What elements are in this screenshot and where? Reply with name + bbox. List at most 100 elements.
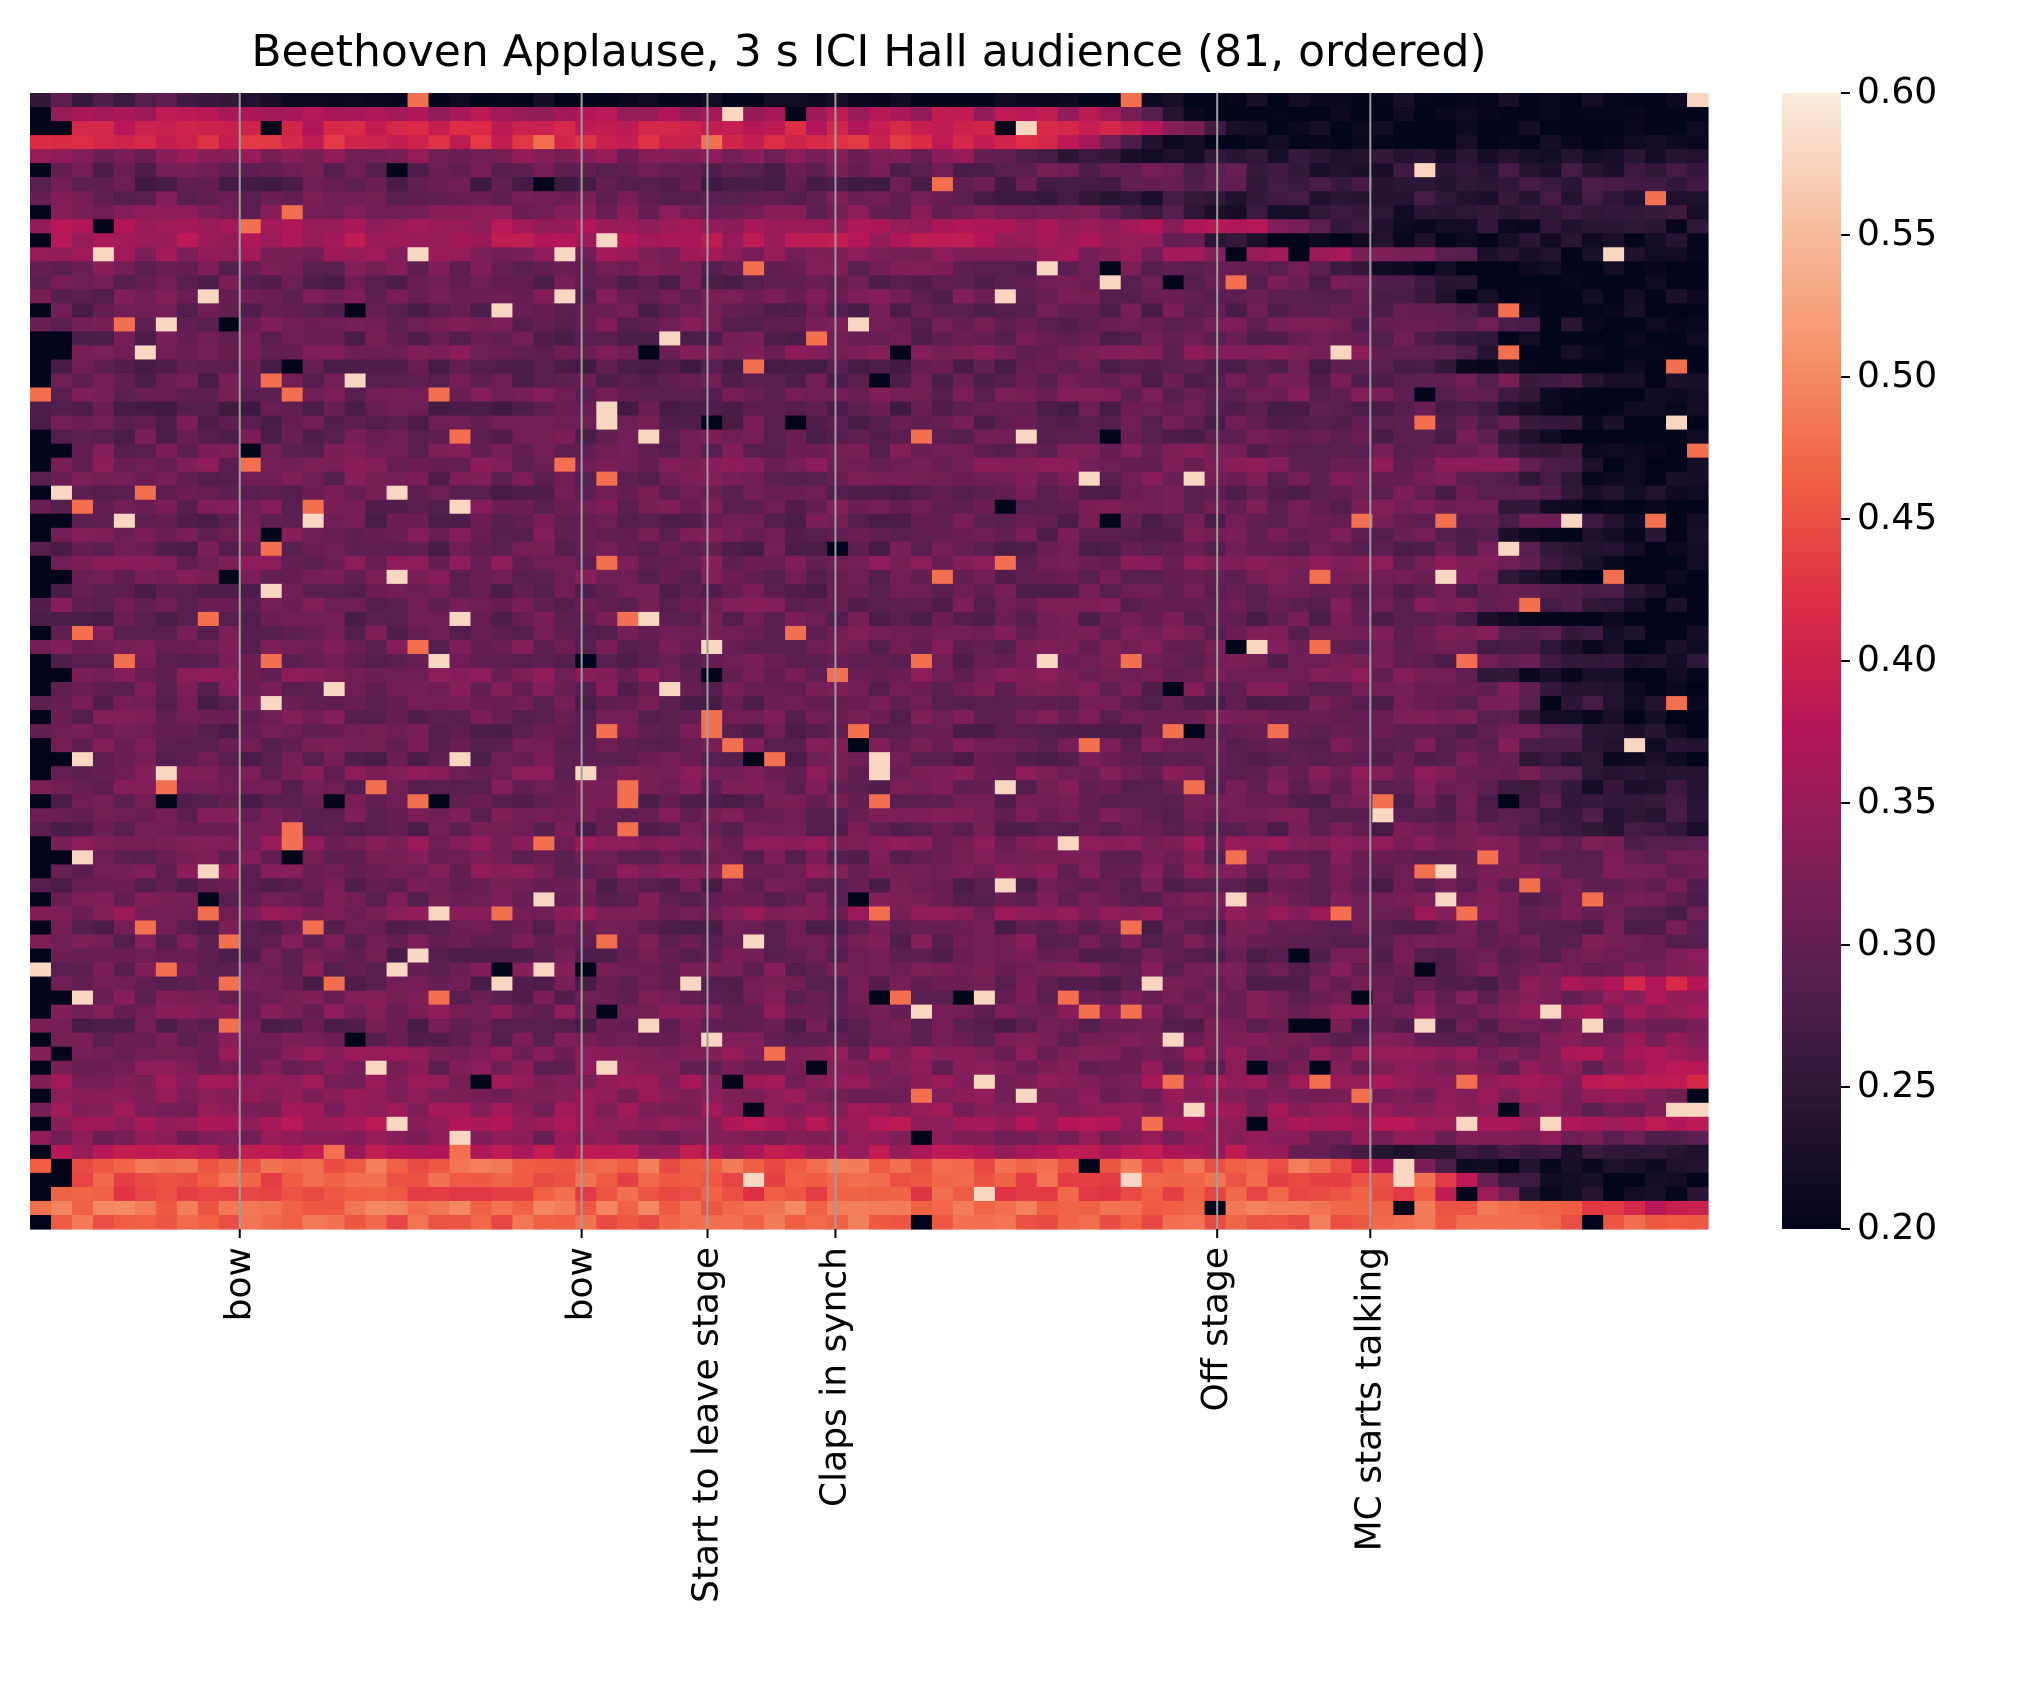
heatmap-cell: [680, 107, 702, 122]
heatmap-cell: [931, 822, 954, 837]
heatmap-cell: [1498, 611, 1520, 627]
heatmap-cell: [1120, 373, 1143, 389]
heatmap-cell: [533, 415, 555, 431]
heatmap-cell: [113, 429, 136, 445]
heatmap-cell: [1498, 247, 1520, 262]
heatmap-cell: [491, 808, 514, 823]
heatmap-cell: [1477, 261, 1499, 276]
heatmap-cell: [701, 93, 723, 108]
heatmap-cell: [1603, 149, 1625, 164]
heatmap-cell: [1120, 850, 1143, 865]
heatmap-cell: [1645, 135, 1667, 150]
heatmap-cell: [30, 331, 52, 347]
heatmap-cell: [533, 682, 555, 697]
heatmap-cell: [806, 275, 828, 290]
heatmap-cell: [1309, 541, 1332, 557]
heatmap-cell: [71, 415, 94, 431]
heatmap-cell: [1582, 163, 1604, 178]
heatmap-cell: [71, 513, 94, 529]
heatmap-cell: [302, 752, 325, 767]
heatmap-cell: [1435, 149, 1457, 164]
heatmap-cell: [1603, 710, 1625, 725]
heatmap-cell: [491, 653, 514, 669]
heatmap-cell: [806, 780, 828, 795]
heatmap-cell: [1120, 163, 1143, 178]
heatmap-cell: [596, 766, 618, 781]
heatmap-cell: [323, 541, 346, 557]
heatmap-cell: [973, 107, 996, 122]
heatmap-cell: [30, 471, 52, 487]
heatmap-cell: [365, 625, 388, 641]
heatmap-cell: [344, 948, 367, 964]
heatmap-cell: [71, 93, 94, 108]
heatmap-cell: [30, 135, 52, 150]
heatmap-cell: [994, 191, 1017, 206]
heatmap-cell: [659, 920, 681, 936]
heatmap-cell: [1120, 752, 1143, 767]
heatmap-cell: [1666, 289, 1688, 304]
heatmap-cell: [1015, 906, 1038, 922]
heatmap-cell: [1204, 289, 1227, 304]
heatmap-cell: [554, 499, 576, 515]
heatmap-cell: [1603, 780, 1625, 795]
heatmap-cell: [50, 303, 73, 318]
heatmap-cell: [827, 822, 849, 837]
heatmap-cell: [1267, 738, 1290, 753]
heatmap-cell: [428, 317, 451, 333]
heatmap-cell: [1078, 205, 1101, 220]
heatmap-cell: [386, 527, 409, 543]
heatmap-cell: [1414, 513, 1436, 529]
heatmap-cell: [1561, 387, 1583, 403]
heatmap-cell: [1687, 471, 1709, 487]
heatmap-cell: [1036, 766, 1059, 781]
heatmap-cell: [260, 934, 283, 950]
heatmap-cell: [386, 794, 409, 809]
heatmap-cell: [30, 163, 52, 178]
heatmap-cell: [1099, 948, 1122, 964]
heatmap-cell: [659, 934, 681, 950]
heatmap-cell: [1666, 317, 1688, 333]
heatmap-cell: [554, 682, 576, 697]
heatmap-cell: [281, 569, 304, 585]
heatmap-cell: [407, 668, 430, 683]
heatmap-cell: [323, 555, 346, 571]
heatmap-cell: [1582, 555, 1604, 571]
heatmap-cell: [994, 752, 1017, 767]
heatmap-cell: [1477, 808, 1499, 823]
heatmap-cell: [638, 107, 660, 122]
heatmap-cell: [365, 555, 388, 571]
heatmap-cell: [659, 289, 681, 304]
heatmap-cell: [71, 233, 94, 248]
heatmap-cell: [575, 359, 597, 375]
heatmap-cell: [848, 906, 870, 922]
heatmap-cell: [155, 121, 178, 136]
heatmap-cell: [512, 920, 534, 936]
heatmap-cell: [1666, 597, 1688, 613]
heatmap-cell: [1204, 373, 1227, 389]
heatmap-cell: [1477, 864, 1499, 879]
heatmap-cell: [1393, 219, 1415, 234]
heatmap-cell: [764, 471, 786, 487]
heatmap-cell: [1498, 653, 1520, 669]
heatmap-cell: [1120, 387, 1143, 403]
heatmap-cell: [722, 948, 744, 964]
heatmap-cell: [869, 710, 891, 725]
heatmap-cell: [1267, 710, 1290, 725]
heatmap-cell: [113, 696, 136, 711]
heatmap-cell: [1225, 752, 1248, 767]
heatmap-cell: [1582, 443, 1604, 459]
heatmap-cell: [973, 822, 996, 837]
heatmap-cell: [722, 107, 744, 122]
heatmap-cell: [533, 317, 555, 333]
heatmap-cell: [743, 864, 765, 879]
heatmap-cell: [659, 850, 681, 865]
heatmap-cell: [952, 766, 975, 781]
heatmap-cell: [785, 499, 807, 515]
heatmap-cell: [512, 107, 534, 122]
heatmap-cell: [1057, 93, 1080, 108]
heatmap-cell: [71, 247, 94, 262]
heatmap-cell: [1078, 527, 1101, 543]
heatmap-cell: [50, 275, 73, 290]
heatmap-cell: [806, 219, 828, 234]
heatmap-cell: [910, 135, 933, 150]
